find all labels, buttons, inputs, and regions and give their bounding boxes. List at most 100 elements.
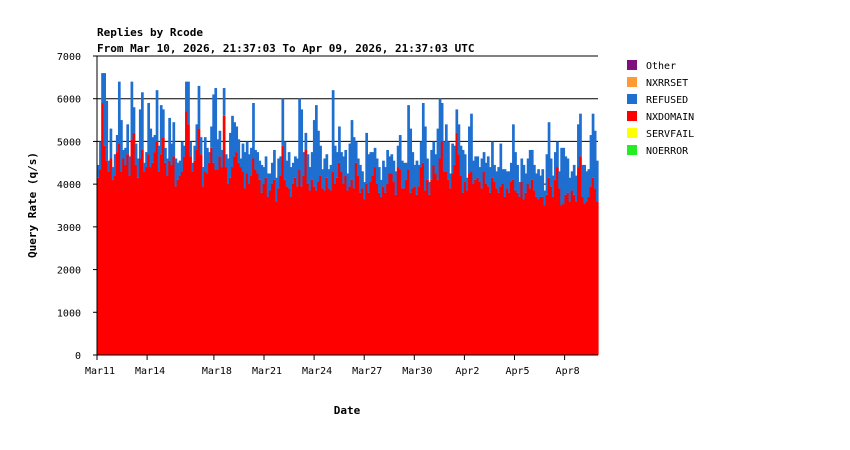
bar-segment-refused: [126, 124, 130, 155]
x-axis-label: Date: [334, 404, 361, 417]
bar-segment-nxdomain: [581, 196, 584, 355]
bar-segment-nxdomain: [493, 182, 496, 355]
bar-segment-nxdomain: [482, 171, 486, 355]
bar-segment-refused: [539, 175, 543, 197]
bar-segment-refused: [489, 167, 492, 193]
bar-segment-nxdomain: [180, 171, 184, 355]
bar-segment-nxdomain: [392, 182, 396, 355]
bar-segment-nxdomain: [390, 173, 394, 355]
bar-segment-nxdomain: [499, 186, 503, 355]
bar-segment-nxdomain: [537, 199, 540, 355]
bar-segment-nxdomain: [348, 186, 352, 355]
y-tick-label: 3000: [57, 223, 81, 234]
bar-segment-nxdomain: [214, 169, 218, 355]
bar-segment-nxdomain: [329, 190, 333, 355]
bar-segment-nxdomain: [365, 184, 369, 355]
bar-segment-nxdomain: [468, 173, 471, 355]
bar-segment-nxdomain: [315, 190, 318, 355]
bar-segment-nxdomain: [203, 171, 207, 355]
bar-segment-nxdomain: [457, 154, 461, 355]
bar-segment-refused: [365, 132, 369, 185]
bar-segment-refused: [323, 158, 327, 191]
bar-segment-nxdomain: [491, 177, 494, 355]
bar-segment-refused: [438, 98, 442, 159]
y-tick-label: 2000: [57, 266, 81, 277]
bar-segment-nxdomain: [300, 186, 304, 355]
bar-segment-refused: [105, 100, 109, 161]
bar-segment-refused: [294, 156, 297, 178]
bar-segment-nxdomain: [159, 154, 163, 355]
bar-segment-refused: [254, 149, 257, 170]
bar-segment-nxdomain: [451, 173, 454, 355]
bar-segment-refused: [134, 143, 138, 165]
bar-segment-refused: [315, 105, 318, 191]
bar-segment-nxdomain: [476, 177, 480, 355]
bar-segment-refused: [384, 167, 387, 193]
bar-segment-refused: [359, 164, 362, 193]
bar-segment-refused: [161, 109, 165, 138]
bar-segment-nxdomain: [294, 177, 297, 355]
bar-segment-refused: [449, 173, 452, 189]
bar-segment-refused: [520, 158, 524, 182]
bar-segment-nxdomain: [270, 184, 274, 355]
bar-segment-refused: [273, 149, 276, 180]
y-tick-label: 5000: [57, 137, 81, 148]
bar-segment-refused: [195, 124, 199, 150]
bar-segment-nxdomain: [359, 192, 362, 355]
bar-segment-refused: [329, 164, 333, 191]
bar-segment-nxdomain: [371, 175, 375, 355]
bar-segment-refused: [210, 126, 213, 148]
bar-segment-nxdomain: [463, 182, 467, 355]
bar-segment-nxdomain: [130, 139, 134, 355]
y-axis-ticks: 0 1000 2000 3000 4000 5000 6000 7000: [57, 52, 97, 362]
bar-segment-refused: [453, 145, 457, 165]
x-tick-label: Mar14: [135, 366, 165, 377]
bar-segment-nxdomain: [478, 182, 482, 355]
bar-segment-nxdomain: [480, 188, 484, 355]
bar-segment-refused: [340, 152, 343, 172]
bar-segment-refused: [493, 164, 496, 183]
bar-segment-nxdomain: [273, 179, 276, 355]
bar-segment-refused: [455, 109, 459, 133]
bar-segment-nxdomain: [296, 186, 299, 355]
bar-segment-refused: [258, 160, 262, 180]
y-tick-label: 6000: [57, 95, 81, 106]
x-tick-label: Mar21: [252, 366, 282, 377]
bar-segment-nxdomain: [319, 175, 322, 355]
bar-segment-refused: [97, 164, 100, 178]
bar-segment-refused: [241, 143, 245, 172]
bar-segment-refused: [262, 167, 266, 185]
bar-segment-nxdomain: [589, 186, 593, 355]
bar-segment-nxdomain: [583, 203, 587, 355]
y-tick-label: 1000: [57, 308, 81, 319]
bar-segment-refused: [218, 130, 222, 157]
bar-segment-nxdomain: [547, 177, 551, 355]
bar-segment-nxdomain: [553, 179, 557, 355]
bar-segment-nxdomain: [413, 186, 417, 355]
y-tick-label: 0: [75, 351, 81, 362]
bar-segment-nxdomain: [134, 164, 138, 355]
bar-segment-nxdomain: [229, 177, 232, 355]
bar-segment-refused: [468, 126, 471, 174]
bar-segment-refused: [568, 177, 572, 202]
bar-segment-nxdomain: [176, 179, 180, 355]
bar-segment-refused: [344, 149, 348, 176]
bar-segment-refused: [371, 152, 375, 176]
bar-segment-refused: [164, 147, 167, 163]
bar-segment-nxdomain: [285, 186, 289, 355]
bar-segment-nxdomain: [497, 192, 501, 355]
bar-segment-refused: [503, 169, 507, 197]
bar-segment-refused: [124, 147, 127, 165]
bar-segment-nxdomain: [157, 171, 161, 355]
legend-label: REFUSED: [646, 95, 688, 106]
bar-segment-refused: [461, 149, 465, 193]
bar-segment-refused: [535, 173, 538, 197]
bar-segment-refused: [400, 160, 404, 189]
bar-segment-nxdomain: [524, 192, 528, 355]
legend-swatch: [627, 145, 637, 155]
bar-segment-refused: [495, 171, 498, 189]
bar-segment-refused: [287, 152, 291, 189]
bar-segment-nxdomain: [97, 177, 100, 355]
bar-segment-nxdomain: [564, 194, 568, 355]
bar-segment-refused: [268, 173, 272, 191]
